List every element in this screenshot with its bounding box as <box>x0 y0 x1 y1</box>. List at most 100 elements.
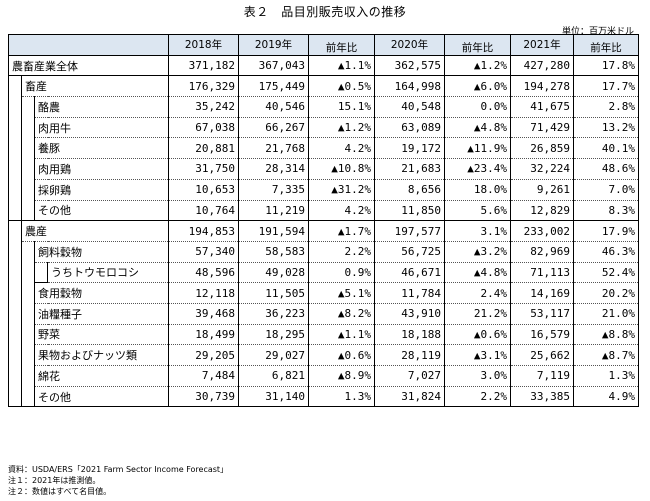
table-title: 表２ 品目別販売収入の推移 <box>243 5 407 19</box>
row-label: 肉用牛 <box>34 117 169 139</box>
value-cell: 197,577 <box>374 220 445 242</box>
footnote-2: 注２：数値はすべて名目値。 <box>8 487 112 496</box>
indent-cell <box>8 303 22 325</box>
table-row: 採卵鶏 10,653 7,335 ▲31.2% 8,656 18.0% 9,261 7.0% <box>8 179 639 201</box>
table-row: 養豚 20,881 21,768 4.2% 19,172 ▲11.9% 26,859 40.1… <box>8 137 639 160</box>
value-cell: 18,499 <box>168 324 239 346</box>
value-cell: 5.6% <box>444 200 511 222</box>
value-cell: 2.2% <box>308 241 375 263</box>
value-cell: 46,671 <box>374 262 445 284</box>
indent-cell <box>8 96 22 118</box>
value-cell: 71,113 <box>510 262 574 284</box>
value-cell: 56,725 <box>374 241 445 263</box>
value-cell: 2.4% <box>444 282 511 304</box>
value-cell: 194,278 <box>510 75 574 98</box>
value-cell: 7,119 <box>510 365 574 387</box>
value-cell: 14,169 <box>510 282 574 304</box>
value-cell: ▲31.2% <box>308 179 375 201</box>
value-cell: 39,468 <box>168 303 239 325</box>
value-cell: 6,821 <box>238 365 309 387</box>
indent-cell <box>8 75 22 97</box>
table-row: 飼料穀物 57,340 58,583 2.2% 56,725 ▲3.2% 82,969 46.… <box>8 241 639 263</box>
unit-label: 単位：百万米ドル <box>561 27 634 37</box>
value-cell: ▲10.8% <box>308 158 375 180</box>
value-cell: 8.3% <box>573 200 639 222</box>
row-label: 肉用鶏 <box>34 158 169 180</box>
indent-cell <box>21 282 35 304</box>
value-cell: 40.1% <box>573 137 639 160</box>
indent-cell <box>34 262 48 284</box>
indent-cell <box>8 262 22 283</box>
value-cell: 371,182 <box>168 54 239 77</box>
indent-cell <box>8 241 22 263</box>
value-cell: ▲11.9% <box>444 137 511 160</box>
value-cell: 30,739 <box>168 386 239 408</box>
value-cell: 40,546 <box>238 96 309 118</box>
header-2019: 2019年 <box>238 34 309 56</box>
value-cell: 15.1% <box>308 96 375 118</box>
value-cell: 0.0% <box>444 96 511 118</box>
value-cell: 82,969 <box>510 241 574 263</box>
value-cell: ▲5.1% <box>308 282 375 304</box>
value-cell: 57,340 <box>168 241 239 263</box>
value-cell: ▲1.1% <box>308 54 375 77</box>
value-cell: ▲0.6% <box>308 344 375 366</box>
value-cell: 21.2% <box>444 303 511 325</box>
header-yoy-2021: 前年比 <box>573 34 639 56</box>
value-cell: 8,656 <box>374 179 445 201</box>
value-cell: 28,314 <box>238 158 309 180</box>
row-label: 食用穀物 <box>34 282 169 304</box>
value-cell: 1.3% <box>308 386 375 408</box>
table-row: 野菜 18,499 18,295 ▲1.1% 18,188 ▲0.6% 16,579 ▲8.8… <box>8 324 639 346</box>
value-cell: ▲8.8% <box>573 324 639 346</box>
value-cell: 7,484 <box>168 365 239 387</box>
table-row: 果物およびナッツ類 29,205 29,027 ▲0.6% 28,119 ▲3.1% 25,… <box>8 344 639 366</box>
value-cell: 35,242 <box>168 96 239 118</box>
value-cell: 4.2% <box>308 200 375 222</box>
value-cell: 362,575 <box>374 54 445 77</box>
value-cell: ▲6.0% <box>444 75 511 98</box>
indent-cell <box>21 365 35 387</box>
value-cell: 32,224 <box>510 158 574 180</box>
value-cell: 58,583 <box>238 241 309 263</box>
value-cell: 11,505 <box>238 282 309 304</box>
indent-cell <box>8 344 22 366</box>
value-cell: ▲1.2% <box>444 54 511 77</box>
value-cell: 164,998 <box>374 75 445 98</box>
row-label: 農畜産業全体 <box>8 54 169 77</box>
indent-cell <box>21 241 35 263</box>
value-cell: 25,662 <box>510 344 574 366</box>
value-cell: 17.7% <box>573 75 639 98</box>
table-row: その他 10,764 11,219 4.2% 11,850 5.6% 12,829 8.3% <box>8 200 639 222</box>
value-cell: 48,596 <box>168 262 239 284</box>
value-cell: 40,548 <box>374 96 445 118</box>
value-cell: 11,784 <box>374 282 445 304</box>
value-cell: 31,140 <box>238 386 309 408</box>
value-cell: ▲8.9% <box>308 365 375 387</box>
value-cell: 71,429 <box>510 117 574 139</box>
indent-cell <box>21 96 35 118</box>
value-cell: 18.0% <box>444 179 511 201</box>
value-cell: ▲0.5% <box>308 75 375 98</box>
row-label: 果物およびナッツ類 <box>34 344 169 366</box>
indent-cell <box>8 282 22 304</box>
value-cell: 2.2% <box>444 386 511 408</box>
indent-cell <box>21 344 35 366</box>
header-2020: 2020年 <box>374 34 445 56</box>
indent-cell <box>8 386 22 408</box>
table-row: 綿花 7,484 6,821 ▲8.9% 7,027 3.0% 7,119 1.3% <box>8 365 639 387</box>
value-cell: 41,675 <box>510 96 574 118</box>
indent-cell <box>21 386 35 408</box>
indent-cell <box>21 200 35 222</box>
indent-cell <box>21 179 35 200</box>
value-cell: 16,579 <box>510 324 574 346</box>
header-item-cell <box>8 34 169 56</box>
value-cell: 11,219 <box>238 200 309 222</box>
value-cell: ▲1.7% <box>308 220 375 242</box>
header-2018: 2018年 <box>168 34 239 56</box>
indent-cell <box>8 220 22 242</box>
value-cell: 20.2% <box>573 282 639 304</box>
value-cell: 19,172 <box>374 137 445 160</box>
value-cell: 66,267 <box>238 117 309 139</box>
